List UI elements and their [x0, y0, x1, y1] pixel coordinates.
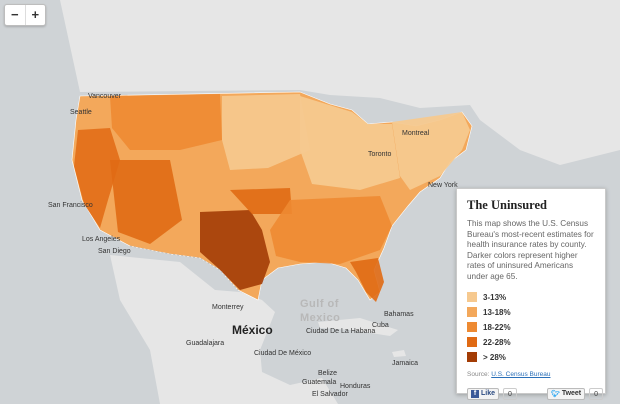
legend-swatch	[467, 292, 477, 303]
region-nevada-arizona	[110, 160, 182, 244]
legend-label: 22-28%	[483, 337, 511, 347]
facebook-icon: f	[471, 389, 479, 398]
like-label: Like	[481, 390, 496, 398]
label-ciudad-habana: Ciudad De La Habana	[306, 328, 375, 335]
legend-row: 22-28%	[467, 335, 595, 350]
legend-row: 18-22%	[467, 320, 595, 335]
legend-swatch	[467, 322, 477, 333]
tweet-button[interactable]: 🐦︎ Tweet	[546, 387, 586, 400]
label-guadalajara: Guadalajara	[186, 340, 224, 347]
label-toronto: Toronto	[368, 151, 391, 158]
legend-row: 13-18%	[467, 305, 595, 320]
legend-label: 3-13%	[483, 292, 507, 302]
legend-swatch	[467, 307, 477, 318]
label-mexico: México	[232, 323, 273, 337]
region-west-coast	[74, 128, 120, 228]
tweet-label: Tweet	[561, 390, 582, 398]
label-guatemala: Guatemala	[302, 379, 336, 386]
panel-description: This map shows the U.S. Census Bureau's …	[467, 219, 594, 281]
tweet-count: 0	[589, 387, 604, 400]
label-bahamas: Bahamas	[384, 311, 414, 318]
label-montreal: Montreal	[402, 130, 430, 137]
legend-row: > 28%	[467, 350, 595, 365]
label-san-francisco: San Francisco	[48, 202, 93, 209]
label-el-salvador: El Salvador	[312, 391, 348, 398]
region-northeast	[392, 112, 470, 190]
region-midwest	[300, 96, 400, 190]
label-seattle: Seattle	[70, 109, 92, 116]
label-jamaica: Jamaica	[392, 360, 418, 367]
like-count: 0	[503, 387, 517, 400]
legend-label: 18-22%	[483, 322, 511, 332]
region-plains	[222, 94, 310, 170]
label-new-york: New York	[428, 182, 458, 189]
legend-swatch	[467, 337, 477, 348]
label-vancouver: Vancouver	[88, 93, 122, 100]
zoom-out-button[interactable]: −	[5, 5, 25, 25]
region-oklahoma	[230, 188, 292, 214]
canada-land	[0, 0, 620, 165]
info-panel: The Uninsured This map shows the U.S. Ce…	[456, 188, 606, 400]
twitter-icon: 🐦︎	[550, 390, 560, 398]
source-link[interactable]: U.S. Census Bureau	[491, 370, 551, 378]
label-gulf-line2: Mexico	[300, 312, 340, 324]
label-belize: Belize	[318, 370, 337, 377]
facebook-like-button[interactable]: f Like	[467, 387, 500, 400]
label-los-angeles: Los Angeles	[82, 236, 121, 243]
legend-swatch	[467, 352, 477, 363]
region-florida	[350, 258, 384, 302]
label-san-diego: San Diego	[98, 248, 131, 255]
legend-row: 3-13%	[467, 290, 595, 305]
label-cuba: Cuba	[372, 322, 389, 329]
label-gulf-line1: Gulf of	[300, 298, 339, 310]
zoom-in-button[interactable]: +	[24, 5, 46, 25]
region-mountain-north	[110, 94, 222, 150]
region-texas	[200, 210, 270, 290]
label-honduras: Honduras	[340, 383, 371, 390]
jamaica-land	[392, 350, 406, 357]
source-prefix: Source:	[467, 370, 490, 378]
legend-label: 13-18%	[483, 307, 511, 317]
legend-label: > 28%	[483, 352, 506, 362]
zoom-control: − +	[4, 4, 46, 26]
panel-title: The Uninsured	[467, 198, 548, 212]
mexico-land	[110, 255, 338, 404]
share-bar: f Like 0 🐦︎ Tweet 0	[467, 387, 604, 400]
label-ciudad-mexico: Ciudad De México	[254, 350, 311, 357]
label-monterrey: Monterrey	[212, 304, 244, 311]
source-line: Source: U.S. Census Bureau	[467, 371, 595, 378]
legend: 3-13% 13-18% 18-22% 22-28% > 28%	[467, 290, 595, 365]
cuba-land	[318, 318, 398, 336]
region-south	[270, 196, 392, 264]
